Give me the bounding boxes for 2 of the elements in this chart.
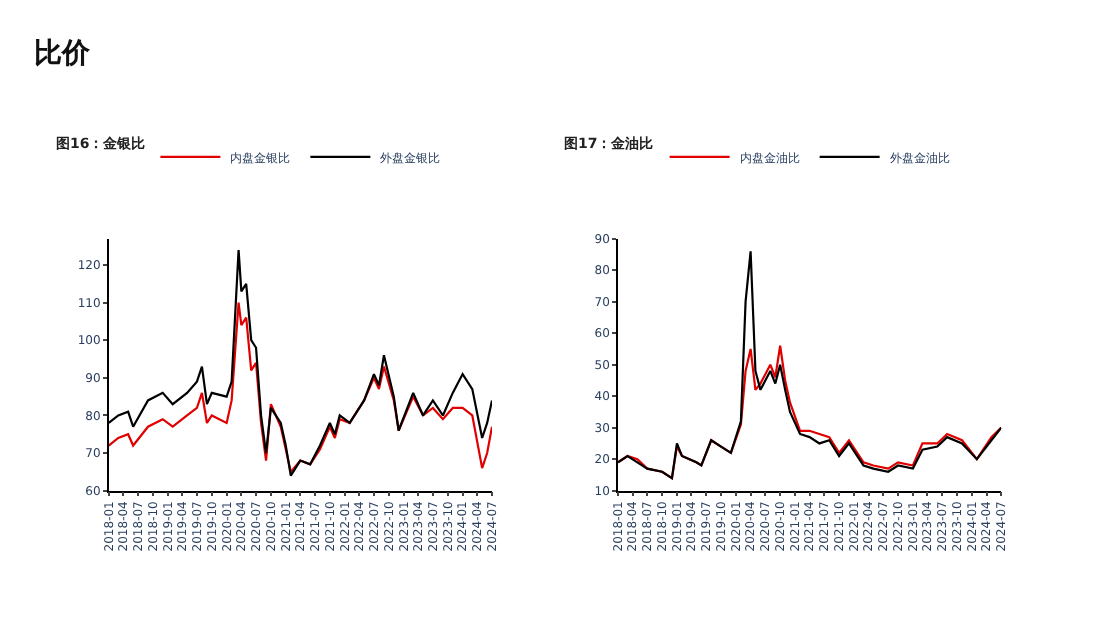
text: 比价 (34, 38, 92, 70)
line-series (108, 301, 492, 473)
